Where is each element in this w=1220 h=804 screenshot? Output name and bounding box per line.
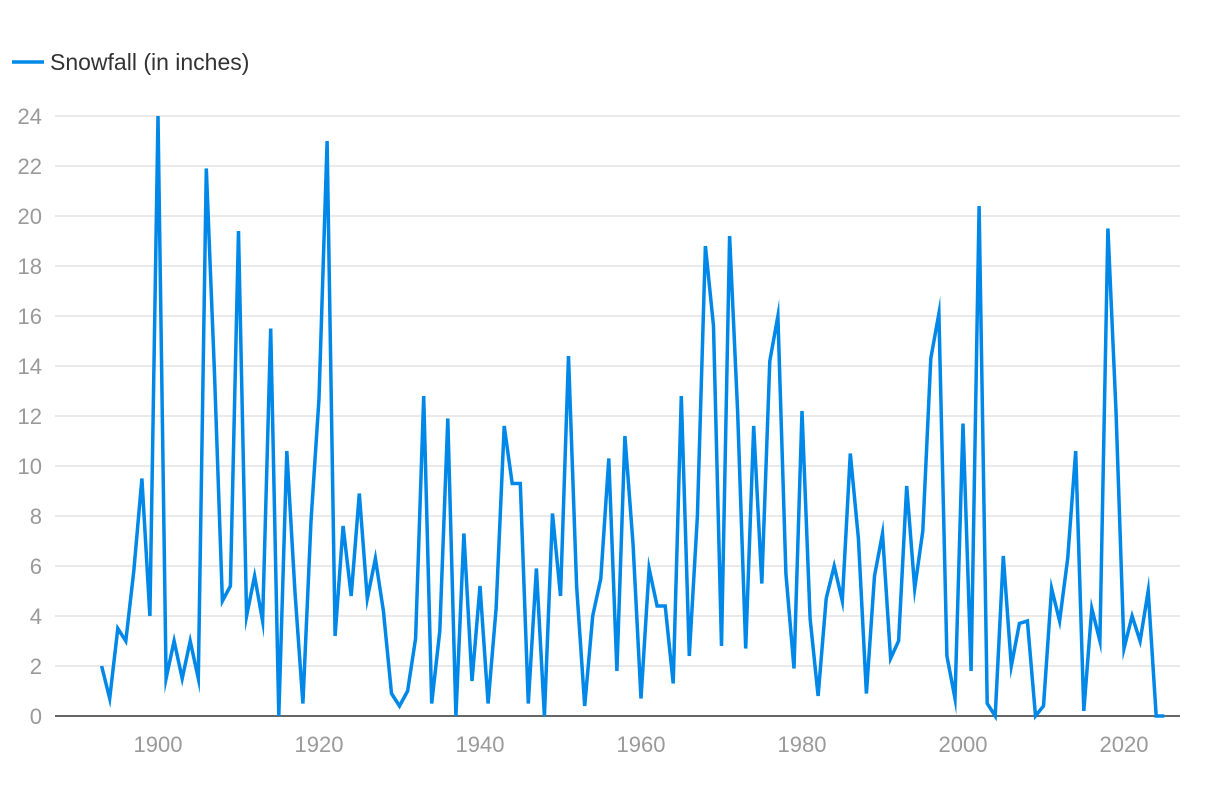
y-tick-label: 8 (30, 504, 42, 529)
legend-label: Snowfall (in inches) (50, 49, 249, 75)
x-tick-label: 2000 (939, 732, 988, 757)
y-tick-label: 4 (30, 604, 42, 629)
x-tick-label: 1980 (778, 732, 827, 757)
gridlines (55, 115, 1180, 667)
x-tick-label: 1900 (134, 732, 183, 757)
x-tick-label: 1940 (456, 732, 505, 757)
y-tick-label: 22 (18, 154, 42, 179)
x-tick-label: 1920 (295, 732, 344, 757)
x-axis-ticks: 1900 1920 1940 1960 1980 2000 2020 (134, 732, 1149, 757)
y-tick-label: 0 (30, 704, 42, 729)
y-tick-label: 20 (18, 204, 42, 229)
legend: Snowfall (in inches) (12, 49, 249, 75)
y-tick-label: 6 (30, 554, 42, 579)
x-tick-label: 2020 (1100, 732, 1149, 757)
series-group (99, 115, 1165, 722)
y-tick-label: 18 (18, 254, 42, 279)
series-line (99, 115, 1165, 722)
y-tick-label: 10 (18, 454, 42, 479)
y-tick-label: 12 (18, 404, 42, 429)
y-tick-label: 16 (18, 304, 42, 329)
y-tick-label: 24 (18, 104, 42, 129)
y-tick-label: 14 (18, 354, 42, 379)
y-tick-label: 2 (30, 654, 42, 679)
x-tick-label: 1960 (617, 732, 666, 757)
